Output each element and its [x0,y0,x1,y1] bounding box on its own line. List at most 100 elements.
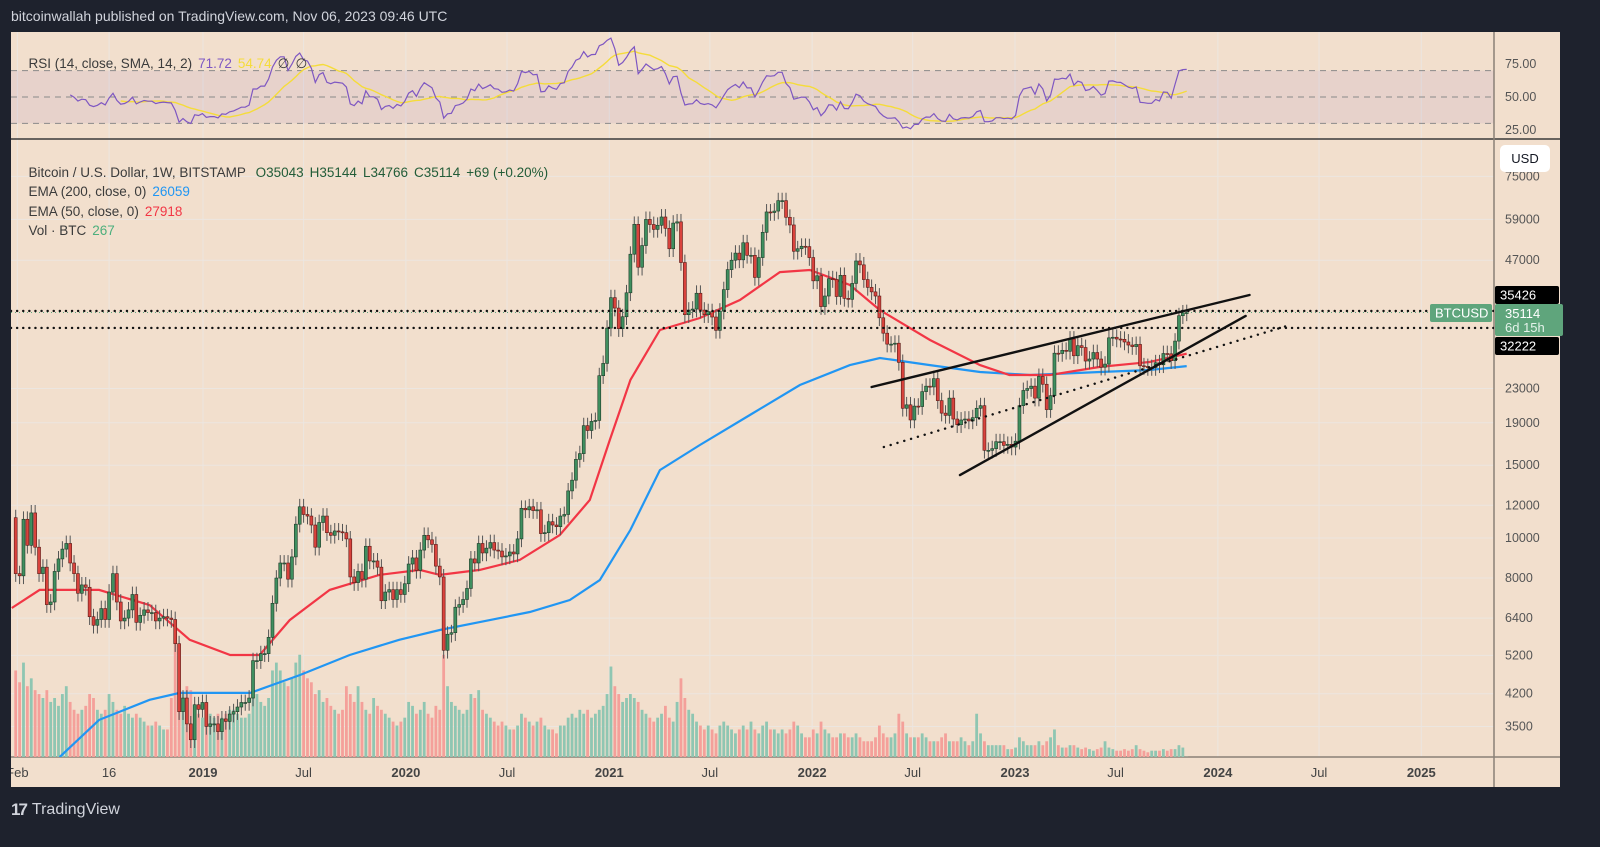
candle [1064,342,1068,360]
volume-bar [625,698,628,757]
candle [45,559,49,613]
candle-body [585,425,590,431]
chart-panel[interactable] [11,32,1560,787]
candle-body [873,291,878,297]
volume-bar [792,721,796,757]
level-price-label-lower[interactable]: 32222 [1495,337,1559,355]
rsi-legend[interactable]: RSI (14, close, SMA, 14, 2) 71.72 54.74 ∅ ∅ [21,41,313,72]
candle [729,252,734,278]
volume-bar [842,733,846,757]
candle [675,213,679,232]
volume-bar [282,682,286,757]
volume-bar [730,729,733,757]
volume-bar [994,745,998,757]
candle-body [173,619,178,644]
candle [908,396,913,429]
volume-bar [134,713,138,757]
volume-bar [504,725,508,757]
candle [142,601,146,624]
candle-body [974,407,979,418]
footer-brand[interactable]: 17 TradingView [11,800,120,820]
candle [546,513,551,541]
tradingview-logo-icon: 17 [11,800,28,819]
candle-body [418,549,423,571]
candle-body [721,289,726,312]
time-tick-label: 2021 [595,765,624,780]
candle [1181,304,1185,324]
volume-legend[interactable]: Vol · BTC 267 [21,208,121,238]
candle-body [157,617,162,622]
candle [52,563,57,611]
volume-bar [671,721,675,757]
candle-body [321,515,325,523]
candle [1076,337,1080,365]
candle-body [243,702,248,704]
volume-bar [348,694,352,757]
candle-body [928,385,932,388]
candle [161,608,166,627]
candle [185,690,189,733]
candle [597,367,602,429]
ema200-legend[interactable]: EMA (200, close, 0) 26059 [21,169,196,199]
candle [784,192,788,226]
ema50-legend[interactable]: EMA (50, close, 0) 27918 [21,189,188,219]
candle [648,211,652,233]
candle [885,325,889,353]
candle [986,442,991,459]
volume-bar [741,725,745,757]
volume-bar [49,701,53,757]
volume-bar [909,737,912,757]
volume-bar [1099,747,1103,757]
candle-body [897,342,901,363]
volume-bar [804,737,807,757]
level-price-label-upper[interactable]: 35426 [1495,286,1559,304]
volume-bar [239,717,243,757]
candle-body [286,562,290,580]
symbol-tag-label[interactable]: BTCUSD [1430,304,1492,322]
candle-body [679,221,683,263]
candle [259,645,263,669]
volume-bar [142,721,146,757]
candle-body [500,550,504,558]
candle-body [990,448,995,451]
volume-bar [613,686,617,757]
volume-bar [664,705,667,757]
volume-bar [103,709,107,757]
candle-body [900,362,905,409]
volume-bar [527,721,531,757]
candle [496,542,500,560]
volume-bar [477,690,481,757]
volume-bar [306,678,309,757]
candle [297,498,302,533]
volume-bar [745,729,749,757]
candle-body [947,397,952,416]
candle-body [955,418,959,425]
candle-body [838,275,843,297]
currency-button[interactable]: USD [1500,145,1550,172]
candle-body [406,563,411,585]
price-tick-label: 47000 [1505,253,1540,267]
ema50-label: EMA (50, close, 0) [28,204,139,219]
candle [772,203,777,221]
ohlc-close: C35114 [414,165,461,180]
candle-body [780,200,784,202]
volume-bar [173,639,177,757]
volume-bar [1010,749,1014,757]
volume-bar [621,701,625,757]
volume-bar [850,737,854,757]
candle-body [601,363,605,376]
volume-bar [450,701,453,757]
volume-bar [364,709,368,757]
candle-body [651,224,656,230]
candle-body [823,295,827,307]
volume-bar [512,729,516,757]
symbol-legend[interactable]: Bitcoin / U.S. Dollar, 1W, BITSTAMP O350… [21,150,554,180]
candle-body [1130,344,1135,347]
candle [1087,351,1092,370]
main-pane [11,192,1494,757]
candle-body [1048,395,1053,410]
candle [624,284,629,326]
candle [912,398,917,429]
